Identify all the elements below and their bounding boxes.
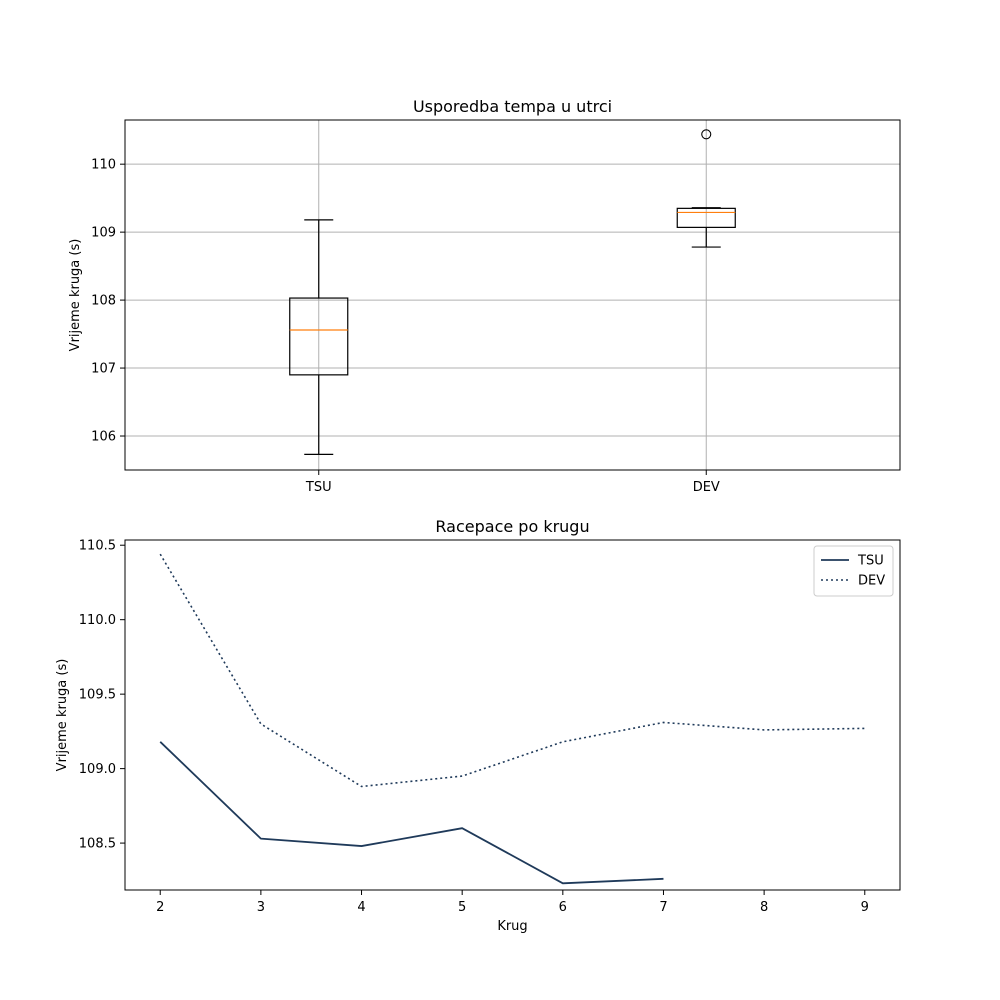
boxplot-y-tick-label: 110: [91, 158, 116, 173]
line-x-tick-label: 4: [357, 900, 365, 915]
boxplot-x-ticks: TSU DEV: [305, 470, 720, 495]
boxplot-panel: 106 107 108 109 110 TSU DEV Usporedba tempa u…: [68, 97, 901, 495]
line-y-axis-label: Vrijeme kruga (s): [55, 659, 70, 772]
boxplot-title: Usporedba tempa u utrci: [413, 97, 612, 116]
boxplot-axes-frame: [124, 119, 901, 471]
line-y-tick-label: 109.5: [79, 688, 116, 703]
box-dev: [676, 129, 736, 248]
line-x-tick-label: 6: [559, 900, 567, 915]
series-line-tsu: [159, 741, 664, 885]
boxplot-y-tick-label: 109: [91, 226, 116, 241]
box-tsu: [289, 219, 349, 455]
boxplot-y-tick-label: 108: [91, 294, 116, 309]
series-line-dev: [159, 553, 865, 788]
line-x-axis-label: Krug: [497, 919, 527, 934]
legend-label-tsu: TSU: [857, 554, 884, 569]
boxplot-x-tick-label: DEV: [693, 480, 720, 495]
boxplot-x-tick-label: TSU: [305, 480, 332, 495]
boxplot-y-tick-label: 107: [91, 362, 116, 377]
line-x-tick-label: 8: [760, 900, 768, 915]
line-x-ticks: 2 3 4 5 6 7 8 9: [156, 890, 869, 915]
line-y-tick-label: 110.5: [79, 539, 116, 554]
line-y-ticks: 108.5 109.0 109.5 110.0 110.5: [79, 539, 125, 852]
line-x-tick-label: 5: [458, 900, 466, 915]
line-axes-frame: [124, 539, 901, 891]
line-x-tick-label: 9: [861, 900, 869, 915]
legend: TSU DEV: [813, 545, 894, 597]
boxplot-y-tick-label: 106: [91, 430, 116, 445]
line-series: [159, 553, 865, 885]
line-y-tick-label: 108.5: [79, 837, 116, 852]
line-x-tick-label: 7: [659, 900, 667, 915]
line-panel: 108.5 109.0 109.5 110.0 110.5 2 3 4 5 6 7 8 9 Racep…: [55, 517, 901, 934]
legend-label-dev: DEV: [858, 574, 885, 589]
line-x-tick-label: 2: [156, 900, 164, 915]
iqr-box: [289, 297, 349, 376]
legend-frame: [813, 545, 894, 597]
line-x-tick-label: 3: [257, 900, 265, 915]
line-title: Racepace po krugu: [435, 517, 589, 536]
line-y-tick-label: 109.0: [79, 762, 116, 777]
line-y-tick-label: 110.0: [79, 613, 116, 628]
boxplot-boxes: [289, 129, 736, 455]
iqr-box: [676, 207, 736, 228]
boxplot-y-ticks: 106 107 108 109 110: [91, 158, 125, 445]
boxplot-y-axis-label: Vrijeme kruga (s): [68, 239, 83, 352]
outlier-point: [701, 129, 712, 140]
